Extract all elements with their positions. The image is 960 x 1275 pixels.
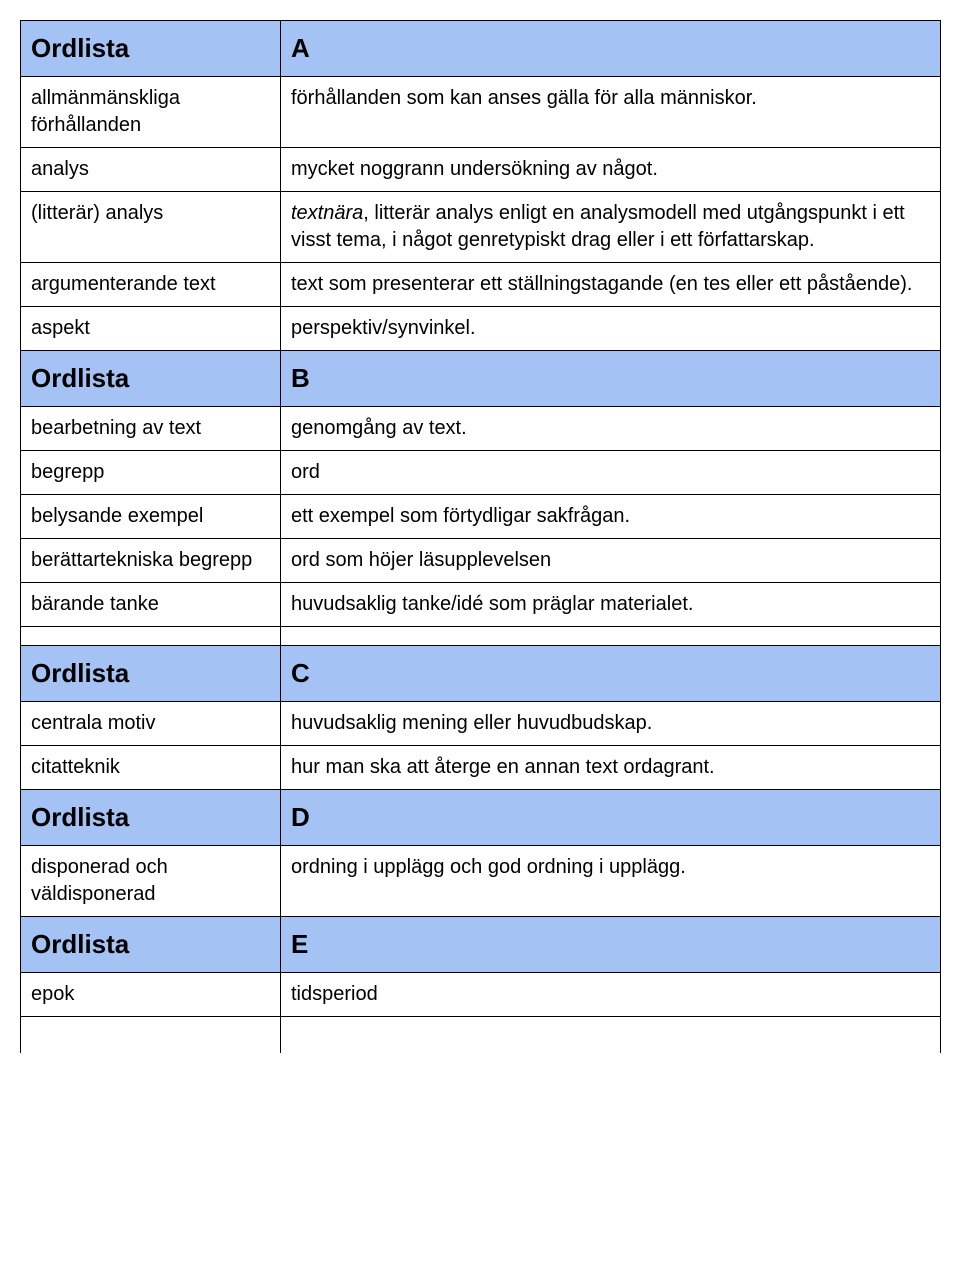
table-row: allmänmänskliga förhållanden förhållande… bbox=[21, 77, 941, 148]
table-row: disponerad och väldisponerad ordning i u… bbox=[21, 846, 941, 917]
spacer-row bbox=[21, 1017, 941, 1053]
definition-cell: mycket noggrann undersökning av något. bbox=[281, 148, 941, 192]
table-row: epok tidsperiod bbox=[21, 973, 941, 1017]
table-row: bearbetning av text genomgång av text. bbox=[21, 407, 941, 451]
definition-cell: ord som höjer läsupplevelsen bbox=[281, 539, 941, 583]
term-cell: belysande exempel bbox=[21, 495, 281, 539]
term-cell: bearbetning av text bbox=[21, 407, 281, 451]
term-cell: centrala motiv bbox=[21, 702, 281, 746]
section-header-label: Ordlista bbox=[21, 790, 281, 846]
section-header: Ordlista D bbox=[21, 790, 941, 846]
table-row: belysande exempel ett exempel som förtyd… bbox=[21, 495, 941, 539]
section-letter: B bbox=[281, 351, 941, 407]
section-header-label: Ordlista bbox=[21, 21, 281, 77]
section-header-label: Ordlista bbox=[21, 351, 281, 407]
table-row: (litterär) analys textnära, litterär ana… bbox=[21, 192, 941, 263]
section-letter: C bbox=[281, 646, 941, 702]
section-header: Ordlista A bbox=[21, 21, 941, 77]
term-cell: disponerad och väldisponerad bbox=[21, 846, 281, 917]
definition-cell: genomgång av text. bbox=[281, 407, 941, 451]
table-row: aspekt perspektiv/synvinkel. bbox=[21, 307, 941, 351]
term-cell: aspekt bbox=[21, 307, 281, 351]
definition-cell: ordning i upplägg och god ordning i uppl… bbox=[281, 846, 941, 917]
section-header: Ordlista C bbox=[21, 646, 941, 702]
section-header: Ordlista B bbox=[21, 351, 941, 407]
section-header-label: Ordlista bbox=[21, 917, 281, 973]
definition-cell: huvudsaklig mening eller huvudbudskap. bbox=[281, 702, 941, 746]
table-row: argumenterande text text som presenterar… bbox=[21, 263, 941, 307]
section-letter: D bbox=[281, 790, 941, 846]
spacer-row bbox=[21, 627, 941, 646]
section-letter: A bbox=[281, 21, 941, 77]
term-cell: (litterär) analys bbox=[21, 192, 281, 263]
definition-cell: textnära, litterär analys enligt en anal… bbox=[281, 192, 941, 263]
definition-italic: textnära bbox=[291, 202, 363, 224]
term-cell: argumenterande text bbox=[21, 263, 281, 307]
term-cell: analys bbox=[21, 148, 281, 192]
table-row: analys mycket noggrann undersökning av n… bbox=[21, 148, 941, 192]
glossary-table: Ordlista A allmänmänskliga förhållanden … bbox=[20, 20, 941, 1053]
definition-rest: , litterär analys enligt en analysmodell… bbox=[291, 202, 905, 251]
definition-cell: hur man ska att återge en annan text ord… bbox=[281, 746, 941, 790]
table-row: centrala motiv huvudsaklig mening eller … bbox=[21, 702, 941, 746]
section-header: Ordlista E bbox=[21, 917, 941, 973]
term-cell: bärande tanke bbox=[21, 583, 281, 627]
table-row: berättartekniska begrepp ord som höjer l… bbox=[21, 539, 941, 583]
section-header-label: Ordlista bbox=[21, 646, 281, 702]
section-letter: E bbox=[281, 917, 941, 973]
definition-cell: förhållanden som kan anses gälla för all… bbox=[281, 77, 941, 148]
table-row: begrepp ord bbox=[21, 451, 941, 495]
term-cell: berättartekniska begrepp bbox=[21, 539, 281, 583]
definition-cell: ett exempel som förtydligar sakfrågan. bbox=[281, 495, 941, 539]
definition-cell: huvudsaklig tanke/idé som präglar materi… bbox=[281, 583, 941, 627]
glossary-body: Ordlista A allmänmänskliga förhållanden … bbox=[21, 21, 941, 1053]
definition-cell: tidsperiod bbox=[281, 973, 941, 1017]
table-row: bärande tanke huvudsaklig tanke/idé som … bbox=[21, 583, 941, 627]
term-cell: allmänmänskliga förhållanden bbox=[21, 77, 281, 148]
definition-cell: text som presenterar ett ställningstagan… bbox=[281, 263, 941, 307]
definition-cell: ord bbox=[281, 451, 941, 495]
table-row: citatteknik hur man ska att återge en an… bbox=[21, 746, 941, 790]
term-cell: citatteknik bbox=[21, 746, 281, 790]
definition-cell: perspektiv/synvinkel. bbox=[281, 307, 941, 351]
term-cell: begrepp bbox=[21, 451, 281, 495]
term-cell: epok bbox=[21, 973, 281, 1017]
